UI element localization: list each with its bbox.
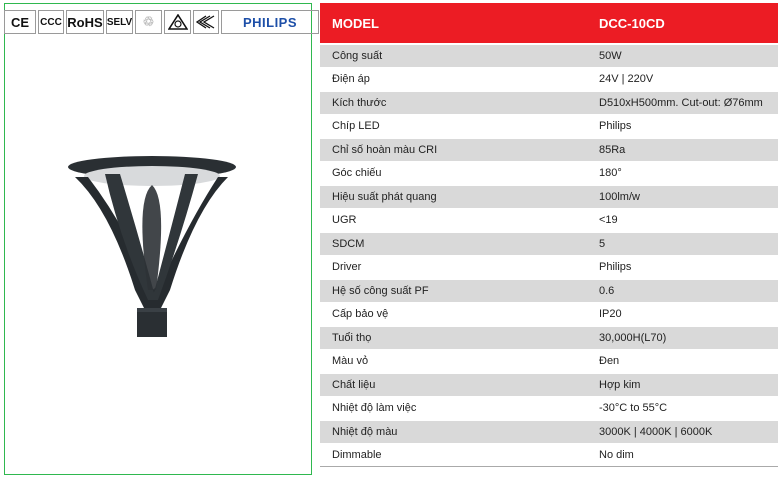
spec-label: Màu vỏ	[320, 348, 587, 373]
spec-value: Đen	[587, 348, 778, 373]
table-row: Công suất 50W	[320, 43, 778, 68]
table-row: Điện áp 24V | 220V	[320, 66, 778, 91]
ctick-mark-icon	[193, 10, 219, 34]
street-lamp-image	[68, 156, 236, 337]
spec-label: Góc chiếu	[320, 160, 587, 185]
spec-value: No dim	[587, 442, 778, 467]
spec-value: 0.6	[587, 278, 778, 303]
spec-label: UGR	[320, 207, 587, 232]
spec-value: -30°C to 55°C	[587, 395, 778, 420]
table-row: Cấp bảo vệ IP20	[320, 301, 778, 326]
spec-value: 50W	[587, 43, 778, 68]
spec-label: Dimmable	[320, 442, 587, 467]
table-header-row: MODEL DCC-10CD	[320, 3, 778, 44]
spec-value: 30,000H(L70)	[587, 325, 778, 350]
table-row: Dimmable No dim	[320, 442, 778, 467]
spec-value: Hợp kim	[587, 372, 778, 397]
spec-label: Cấp bảo vệ	[320, 301, 587, 326]
rcm-mark-icon	[164, 10, 191, 34]
spec-label: Công suất	[320, 43, 587, 68]
ccc-mark-icon: CCC	[38, 10, 64, 34]
spec-label: Chíp LED	[320, 113, 587, 138]
spec-label: Hiệu suất phát quang	[320, 184, 587, 209]
table-row: UGR <19	[320, 207, 778, 232]
brand-label: PHILIPS	[242, 14, 298, 30]
table-row: Chất liệu Hợp kim	[320, 372, 778, 397]
spec-value: Philips	[587, 113, 778, 138]
model-value: DCC-10CD	[587, 3, 778, 44]
spec-value: 24V | 220V	[587, 66, 778, 91]
spec-table: MODEL DCC-10CD Công suất 50W Điện áp 24V | …	[320, 3, 778, 467]
spec-value: IP20	[587, 301, 778, 326]
selv-label: SELV	[106, 16, 133, 28]
product-image-panel	[4, 3, 312, 475]
spec-value: Philips	[587, 254, 778, 279]
model-label: MODEL	[320, 3, 587, 44]
rohs-mark-icon: RoHS	[66, 10, 104, 34]
table-row: Hệ số công suất PF 0.6	[320, 278, 778, 303]
spec-value: 85Ra	[587, 137, 778, 162]
spec-value: 100lm/w	[587, 184, 778, 209]
spec-value: 180°	[587, 160, 778, 185]
spec-value: <19	[587, 207, 778, 232]
table-row: Chỉ số hoàn màu CRI 85Ra	[320, 137, 778, 162]
spec-value: 3000K | 4000K | 6000K	[587, 419, 778, 444]
ccc-label: CCC	[40, 16, 62, 28]
spec-value: 5	[587, 231, 778, 256]
rohs-label: RoHS	[67, 14, 103, 30]
table-row: Chíp LED Philips	[320, 113, 778, 138]
selv-mark-icon: SELV	[106, 10, 133, 34]
spec-value: D510xH500mm. Cut-out: Ø76mm	[587, 90, 778, 115]
spec-label: Nhiệt độ màu	[320, 419, 587, 444]
table-row: Màu vỏ Đen	[320, 348, 778, 373]
table-row: Tuổi thọ 30,000H(L70)	[320, 325, 778, 350]
table-row: Nhiệt độ làm việc -30°C to 55°C	[320, 395, 778, 420]
philips-logo: PHILIPS	[221, 10, 319, 34]
table-row: Hiệu suất phát quang 100lm/w	[320, 184, 778, 209]
table-row: Nhiệt độ màu 3000K | 4000K | 6000K	[320, 419, 778, 444]
certification-badges: CE CCC RoHS SELV ♲ PHILIPS	[4, 10, 319, 34]
spec-label: Chất liệu	[320, 372, 587, 397]
spec-label: Chỉ số hoàn màu CRI	[320, 137, 587, 162]
spec-label: Driver	[320, 254, 587, 279]
spec-label: Tuổi thọ	[320, 325, 587, 350]
recycle-icon: ♲	[135, 10, 162, 34]
spec-label: Điện áp	[320, 66, 587, 91]
table-row: Driver Philips	[320, 254, 778, 279]
spec-label: Nhiệt độ làm việc	[320, 395, 587, 420]
ce-mark-icon: CE	[4, 10, 36, 34]
table-row: Góc chiếu 180°	[320, 160, 778, 185]
spec-label: Hệ số công suất PF	[320, 278, 587, 303]
spec-label: SDCM	[320, 231, 587, 256]
table-row: SDCM 5	[320, 231, 778, 256]
spec-label: Kích thước	[320, 90, 587, 115]
ce-label: CE	[10, 14, 30, 30]
table-row: Kích thước D510xH500mm. Cut-out: Ø76mm	[320, 90, 778, 115]
